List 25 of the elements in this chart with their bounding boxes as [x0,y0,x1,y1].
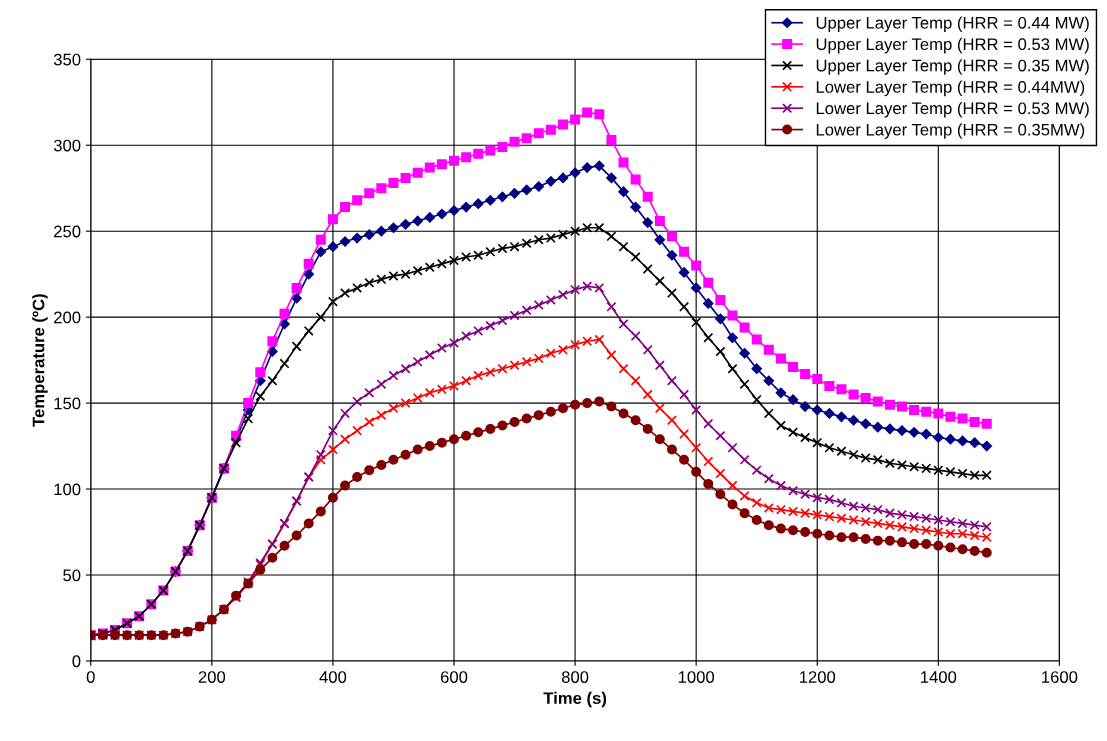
legend-label: Upper Layer Temp (HRR = 0.44 MW) [816,16,1089,33]
legend-label: Lower Layer Temp (HRR = 0.44MW) [816,80,1085,97]
x-tick-label: 600 [440,671,468,683]
legend-label: Lower Layer Temp (HRR = 0.35MW) [816,123,1085,139]
y-tick-label: 100 [54,483,81,496]
legend-label: Upper Layer Temp (HRR = 0.35 MW) [816,59,1089,75]
legend-label: Lower Layer Temp (HRR = 0.53 MW) [816,101,1089,118]
x-tick-label: 400 [319,671,347,683]
y-tick-label: 0 [72,655,81,668]
legend-label: Upper Layer Temp (HRR = 0.53 MW) [816,37,1089,54]
x-tick-label: 1600 [1042,671,1078,683]
y-tick-label: 250 [54,225,81,238]
y-tick-label: 350 [53,53,81,66]
y-tick-label: 300 [53,139,81,152]
y-tick-label: 200 [54,311,81,324]
y-tick-label: 150 [54,397,81,410]
y-tick-label: 50 [63,569,81,582]
x-tick-label: 800 [561,671,589,683]
x-axis-title: Time (s) [543,691,607,708]
x-tick-label: 1200 [799,671,836,683]
x-tick-label: 1000 [678,671,715,683]
x-tick-label: 1400 [921,671,957,683]
x-tick-label: 0 [86,671,95,683]
x-tick-label: 200 [198,671,226,683]
y-axis-title: Temperature (ºC) [32,294,48,427]
